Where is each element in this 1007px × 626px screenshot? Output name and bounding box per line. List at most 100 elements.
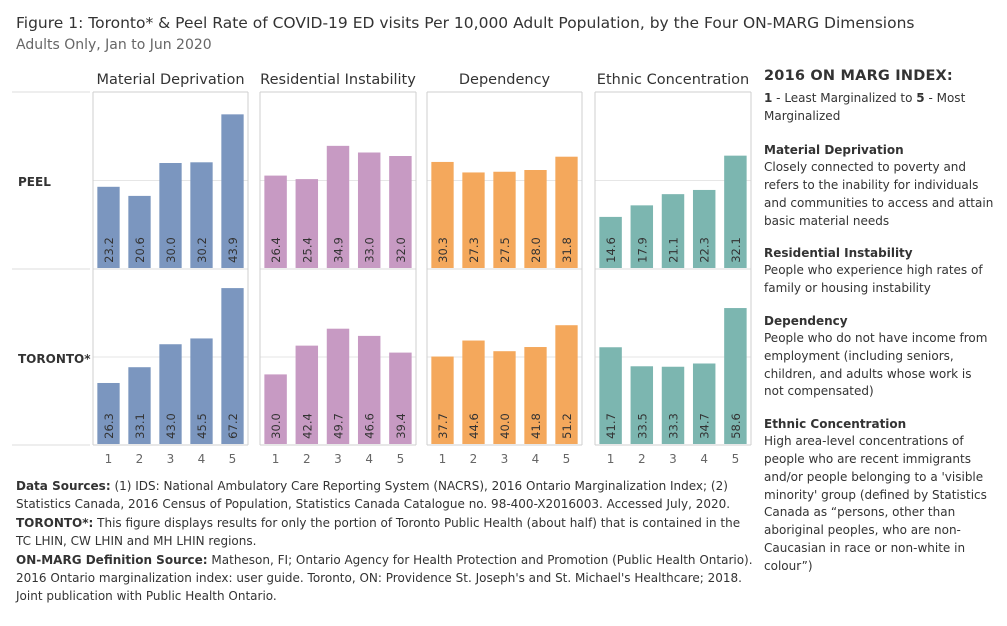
bar-peel-material-deprivation-2 — [128, 195, 151, 268]
x-tick-label: 2 — [470, 452, 478, 466]
panel-header-residential-instability: Residential Instability — [260, 72, 416, 88]
legend-def-ethnic-concentration: Ethnic Concentration High area-level con… — [764, 415, 994, 575]
x-tick-label: 3 — [669, 452, 677, 466]
bar-toronto-residential-instability-2 — [295, 345, 319, 444]
bar-toronto-dependency-3 — [493, 351, 516, 444]
bar-peel-ethnic-concentration-3 — [661, 194, 685, 268]
legend-title: 2016 ON MARG INDEX: — [764, 68, 953, 84]
legend-def-text: People who do not have income from emplo… — [764, 330, 988, 399]
row-label-toronto: TORONTO* — [18, 352, 91, 366]
bar-toronto-material-deprivation-3 — [159, 344, 182, 444]
bar-peel-material-deprivation-3 — [159, 163, 182, 268]
bar-value-label: 41.7 — [604, 413, 618, 439]
bar-peel-dependency-1 — [431, 161, 454, 268]
bar-peel-residential-instability-2 — [295, 179, 319, 268]
panel-header-material-deprivation: Material Deprivation — [96, 72, 244, 88]
bar-value-label: 43.9 — [226, 237, 240, 263]
x-tick-label: 4 — [198, 452, 206, 466]
x-tick-label: 1 — [272, 452, 280, 466]
x-tick-label: 4 — [700, 452, 708, 466]
legend-def-text: Closely connected to poverty and refers … — [764, 160, 994, 228]
bar-value-label: 14.6 — [604, 237, 618, 263]
bar-value-label: 58.6 — [729, 413, 743, 439]
bar-toronto-residential-instability-1 — [264, 374, 287, 444]
onmarg-source-label: ON-MARG Definition Source: — [16, 552, 208, 567]
bar-value-label: 32.0 — [394, 237, 408, 263]
bar-value-label: 32.1 — [729, 237, 743, 263]
bar-toronto-ethnic-concentration-1 — [599, 347, 622, 444]
bar-toronto-ethnic-concentration-3 — [661, 366, 685, 444]
bar-toronto-ethnic-concentration-4 — [692, 363, 716, 444]
bar-peel-ethnic-concentration-1 — [599, 216, 622, 268]
x-tick-label: 1 — [105, 452, 113, 466]
legend-def-text: High area-level concentrations of people… — [764, 434, 987, 573]
bar-value-label: 30.0 — [164, 237, 178, 263]
data-sources-note: Data Sources: (1) IDS: National Ambulato… — [16, 477, 756, 606]
bar-value-label: 23.2 — [102, 237, 116, 263]
bar-toronto-ethnic-concentration-2 — [630, 366, 654, 444]
x-tick-label: 3 — [501, 452, 509, 466]
x-tick-label: 4 — [532, 452, 540, 466]
bar-peel-dependency-4 — [524, 170, 547, 268]
legend-def-title: Dependency — [764, 313, 848, 328]
bar-value-label: 25.4 — [300, 237, 314, 263]
bar-value-label: 51.2 — [560, 413, 574, 439]
bar-value-label: 31.8 — [560, 237, 574, 263]
x-tick-label: 5 — [732, 452, 740, 466]
bar-toronto-material-deprivation-4 — [190, 338, 213, 444]
bar-value-label: 34.9 — [332, 237, 346, 263]
bar-chart: Material Deprivation 23.2 20.6 30.0 30.2 43.9… — [12, 72, 752, 466]
bar-value-label: 22.3 — [698, 237, 712, 263]
legend-scale-low: 1 — [764, 91, 773, 105]
bar-peel-ethnic-concentration-4 — [692, 189, 716, 268]
bar-peel-dependency-2 — [462, 172, 485, 268]
bar-value-label: 33.3 — [667, 413, 681, 439]
bar-value-label: 67.2 — [226, 413, 240, 439]
bar-peel-ethnic-concentration-5 — [724, 155, 747, 268]
bar-value-label: 30.2 — [195, 237, 209, 263]
toronto-note-label: TORONTO*: — [16, 515, 94, 530]
bar-value-label: 46.6 — [363, 413, 377, 439]
bar-peel-material-deprivation-1 — [97, 186, 120, 268]
bar-toronto-ethnic-concentration-5 — [724, 308, 747, 444]
panel-header-dependency: Dependency — [459, 72, 551, 88]
x-tick-label: 3 — [167, 452, 175, 466]
data-sources-label: Data Sources: — [16, 479, 111, 493]
bar-toronto-residential-instability-5 — [389, 352, 412, 444]
bar-toronto-residential-instability-3 — [326, 328, 350, 444]
bar-value-label: 30.0 — [269, 413, 283, 439]
bar-toronto-dependency-2 — [462, 340, 485, 444]
legend-def-text: People who experience high rates of fami… — [764, 263, 983, 296]
bar-value-label: 40.0 — [498, 413, 512, 439]
bar-value-label: 44.6 — [467, 413, 481, 439]
legend-scale-low-text: - Least Marginalized to — [772, 91, 917, 105]
bar-peel-dependency-3 — [493, 171, 516, 268]
bar-toronto-material-deprivation-5 — [221, 288, 244, 444]
figure-title: Figure 1: Toronto* & Peel Rate of COVID-… — [16, 14, 915, 32]
row-label-peel: PEEL — [18, 175, 51, 189]
bar-peel-residential-instability-4 — [357, 152, 381, 268]
bar-value-label: 17.9 — [635, 237, 649, 263]
legend-scale-high-text: - Most Marginalized — [764, 91, 966, 123]
bar-value-label: 49.7 — [332, 413, 346, 439]
x-tick-label: 2 — [638, 452, 646, 466]
bar-value-label: 30.3 — [436, 237, 450, 263]
bar-value-label: 37.7 — [436, 413, 450, 439]
legend-def-material-deprivation: Material Deprivation Closely connected t… — [764, 141, 994, 230]
bar-value-label: 27.3 — [467, 237, 481, 263]
panel-header-ethnic-concentration: Ethnic Concentration — [597, 72, 749, 88]
bar-value-label: 39.4 — [394, 413, 408, 439]
x-tick-label: 5 — [563, 452, 571, 466]
bar-toronto-dependency-4 — [524, 347, 547, 444]
legend-def-title: Residential Instability — [764, 246, 913, 261]
bar-value-label: 33.5 — [635, 413, 649, 439]
data-sources-text: (1) IDS: National Ambulatory Care Report… — [16, 479, 731, 512]
bar-toronto-dependency-5 — [555, 325, 578, 444]
x-tick-label: 2 — [136, 452, 144, 466]
bar-peel-residential-instability-5 — [389, 156, 412, 268]
x-tick-label: 3 — [334, 452, 342, 466]
bar-value-label: 34.7 — [698, 413, 712, 439]
x-tick-label: 5 — [397, 452, 405, 466]
x-tick-label: 5 — [229, 452, 237, 466]
toronto-note-text: This figure displays results for only th… — [16, 515, 741, 549]
